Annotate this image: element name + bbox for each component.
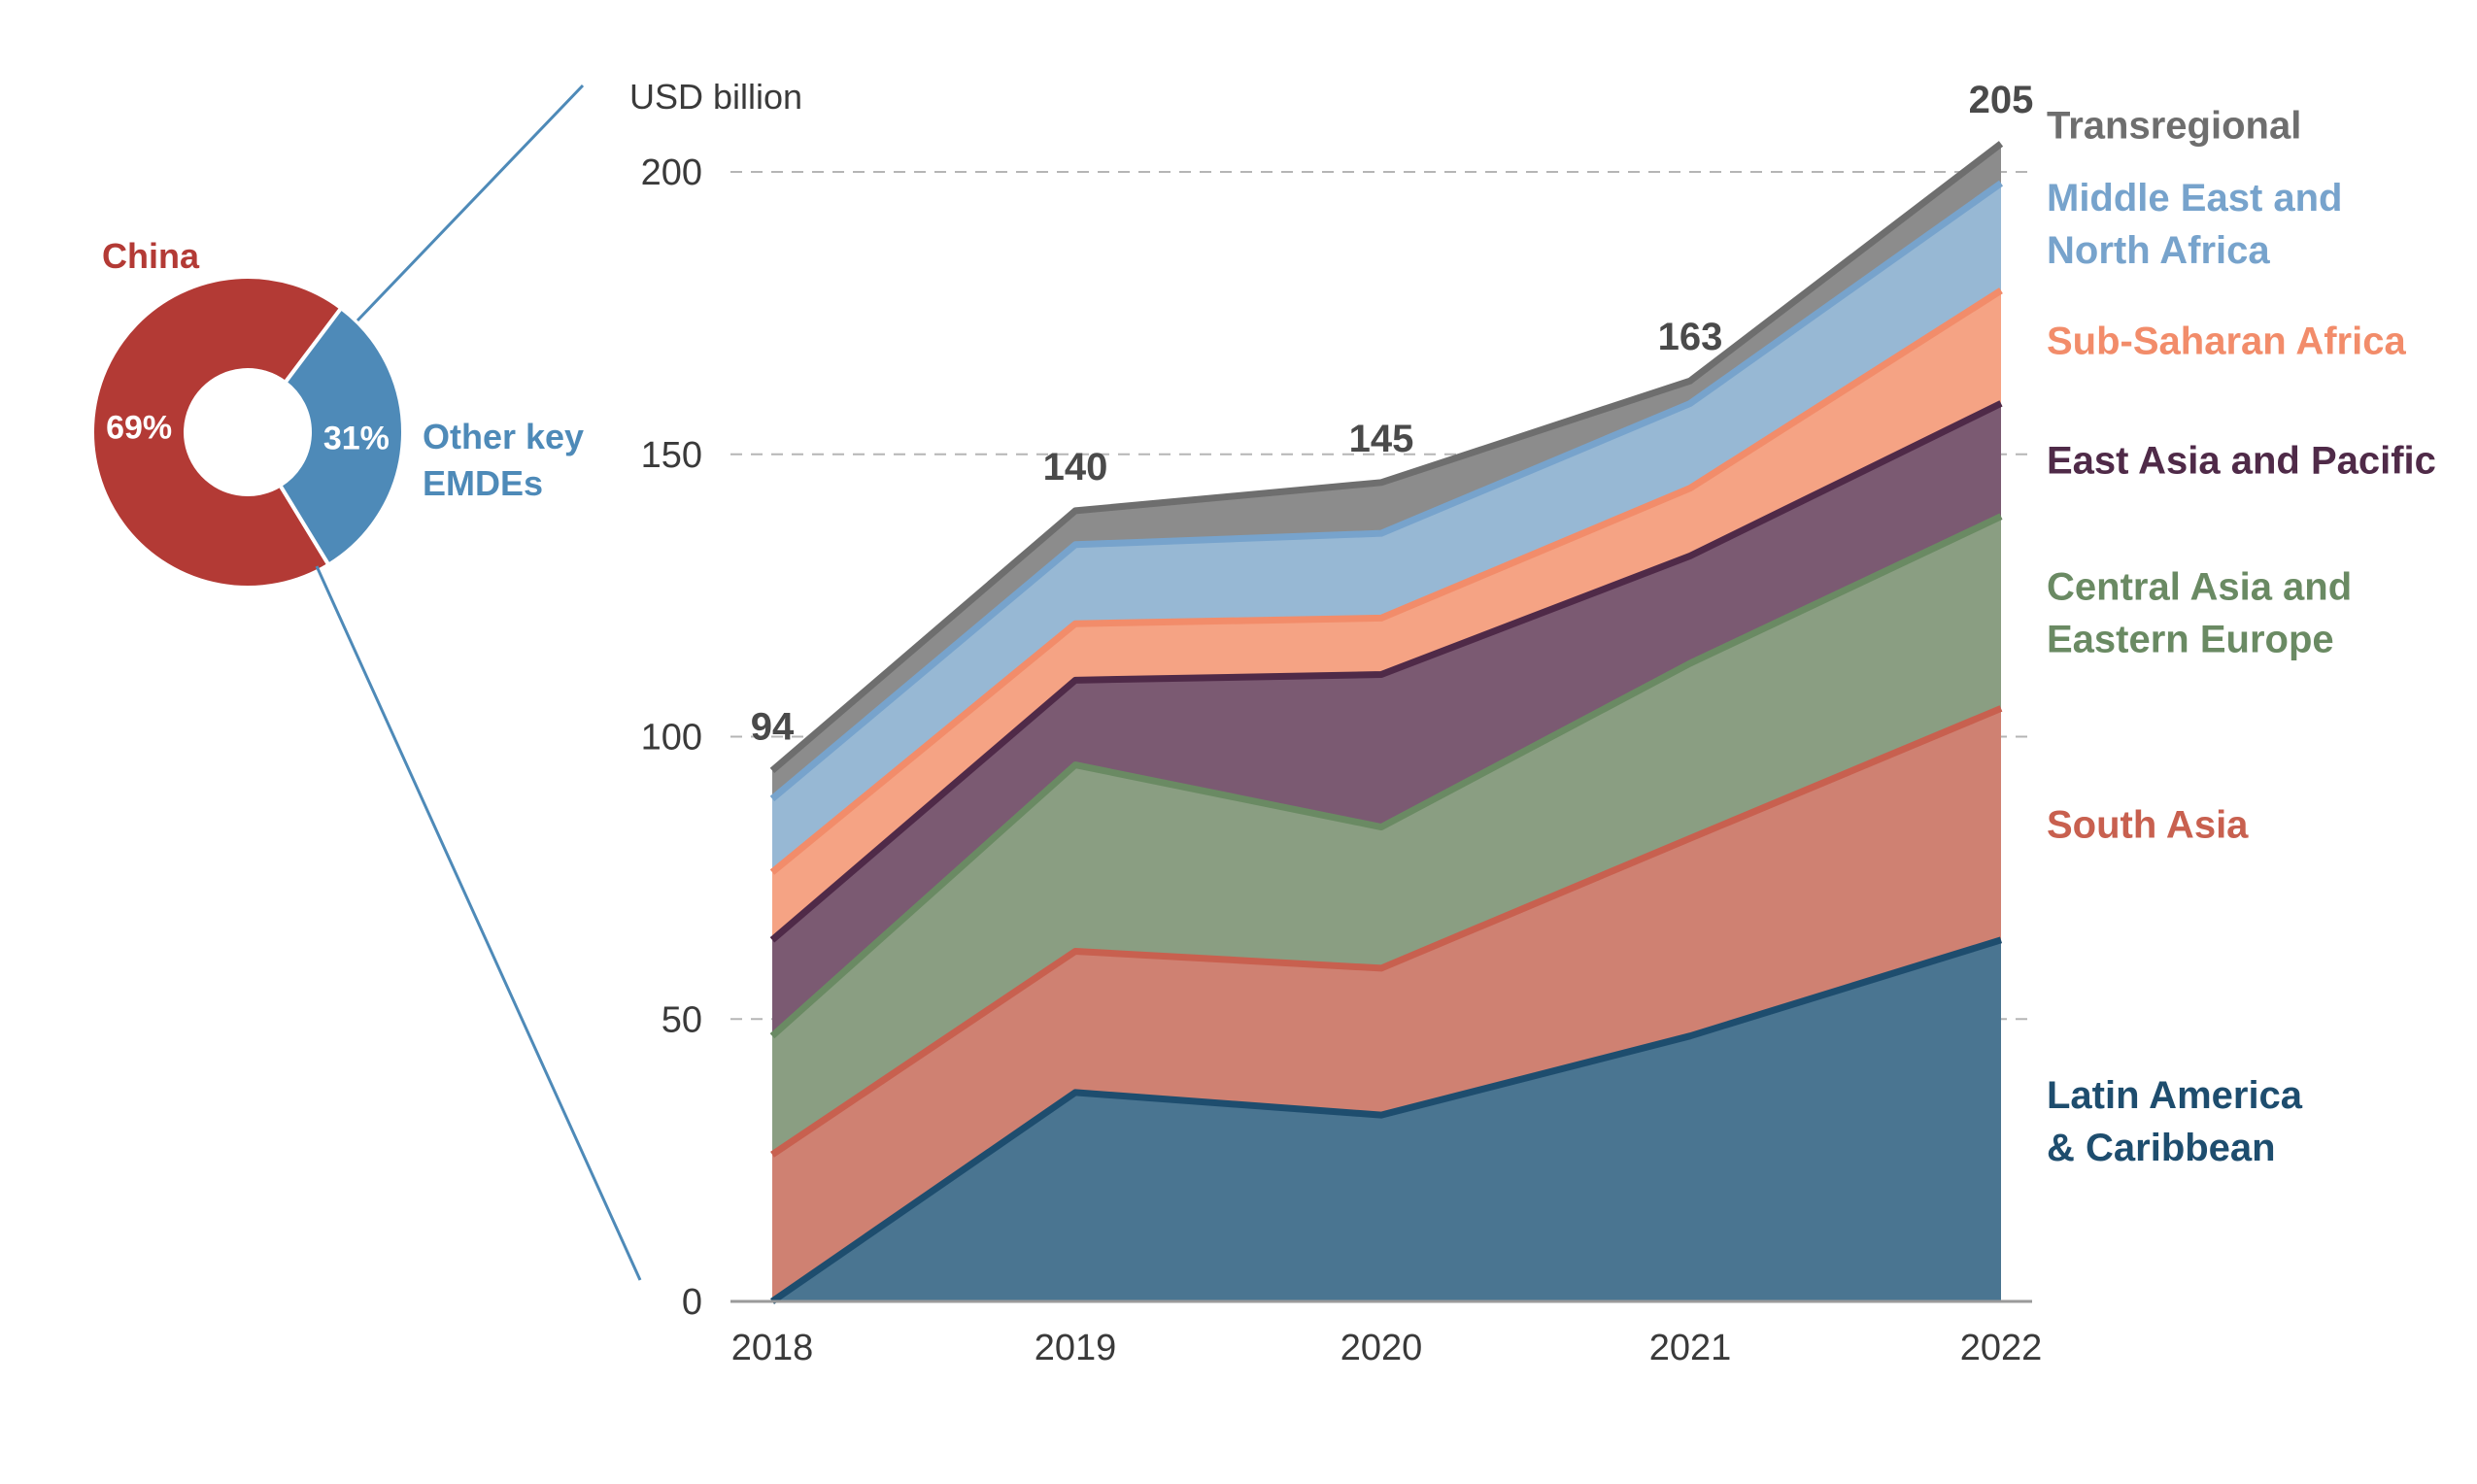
donut-label-line: Other key <box>423 417 584 456</box>
x-tick-label-2018: 2018 <box>731 1328 814 1368</box>
total-label-2018: 94 <box>751 705 795 748</box>
stacked-area-chart: 0 50 100 150 200 2018 2019 2020 2021 2022 94 140 14… <box>641 79 2436 1368</box>
donut-label-other-key-emdes: Other key EMDEs <box>423 417 584 503</box>
series-label-line: Transregional <box>2047 104 2301 147</box>
area-east-asia-and-pacific <box>772 403 2001 1036</box>
total-labels: 94 140 145 163 205 <box>751 79 2034 748</box>
y-tick-label-100: 100 <box>641 718 702 759</box>
series-label-line: Latin America <box>2047 1074 2303 1117</box>
y-tick-label-150: 150 <box>641 435 702 476</box>
series-label-line: Sub-Saharan Africa <box>2047 320 2406 362</box>
series-label-line: North Africa <box>2047 229 2270 272</box>
series-label-line: South Asia <box>2047 804 2249 847</box>
series-label-central-asia-and-eastern-europe: Central Asia and Eastern Europe <box>2047 566 2352 661</box>
area-central-asia-and-eastern-europe <box>772 516 2001 1155</box>
donut-chart: 69% 31% China Other key EMDEs <box>90 236 584 590</box>
series-label-line: Eastern Europe <box>2047 619 2334 661</box>
donut-percent-other-key-emdes: 31% <box>323 420 390 456</box>
area-edge-east-asia-and-pacific <box>769 400 2003 943</box>
total-label-2019: 140 <box>1043 446 1108 489</box>
area-edge-south-asia <box>770 705 2003 1158</box>
x-tick-label-2021: 2021 <box>1649 1328 1732 1368</box>
area-edge-middle-east-and-north-africa <box>769 180 2004 802</box>
y-tick-label-200: 200 <box>641 152 702 193</box>
series-label-latin-america-and-caribbean: Latin America & Caribbean <box>2047 1074 2303 1169</box>
total-label-2020: 145 <box>1349 418 1414 460</box>
series-label-line: East Asia and Pacific <box>2047 440 2436 483</box>
area-edge-transregional <box>769 141 2004 774</box>
series-label-line: Middle East and <box>2047 177 2343 219</box>
series-label-south-asia: South Asia <box>2047 804 2249 847</box>
donut-label-line: EMDEs <box>423 463 543 503</box>
total-label-2021: 163 <box>1658 316 1723 358</box>
x-tick-label-2022: 2022 <box>1960 1328 2043 1368</box>
area-edge-central-asia-and-eastern-europe <box>769 513 2003 1039</box>
x-tick-label-2020: 2020 <box>1340 1328 1423 1368</box>
series-labels: Latin America & Caribbean South Asia Centra… <box>2047 104 2436 1169</box>
y-tick-label-50: 50 <box>662 999 702 1040</box>
area-layers <box>769 141 2004 1304</box>
donut-slice-other-key-emdes <box>277 305 405 568</box>
area-edge-sub-saharan-africa <box>769 287 2003 875</box>
axes: 0 50 100 150 200 2018 2019 2020 2021 2022 <box>641 152 2043 1368</box>
area-edge-latin-america-and-caribbean <box>770 936 2003 1304</box>
series-label-east-asia-and-pacific: East Asia and Pacific <box>2047 440 2436 483</box>
zoom-connector-lines <box>315 84 642 1281</box>
series-label-transregional: Transregional <box>2047 104 2301 147</box>
series-label-middle-east-and-north-africa: Middle East and North Africa <box>2047 177 2343 272</box>
donut-slice-china <box>90 275 345 590</box>
area-south-asia <box>772 708 2001 1301</box>
donut-percent-china: 69% <box>106 410 172 447</box>
series-label-sub-saharan-africa: Sub-Saharan Africa <box>2047 320 2406 362</box>
x-tick-label-2019: 2019 <box>1035 1328 1117 1368</box>
y-tick-label-0: 0 <box>682 1282 702 1323</box>
y-axis-unit-label: USD billion <box>629 77 802 117</box>
donut-label-china: China <box>102 236 200 276</box>
connector-line-top <box>356 84 585 322</box>
area-latin-america-and-caribbean <box>772 939 2001 1301</box>
series-label-line: & Caribbean <box>2047 1127 2276 1169</box>
series-label-line: Central Asia and <box>2047 566 2352 609</box>
connector-line-bottom <box>315 565 642 1281</box>
total-label-2022: 205 <box>1969 79 2034 121</box>
